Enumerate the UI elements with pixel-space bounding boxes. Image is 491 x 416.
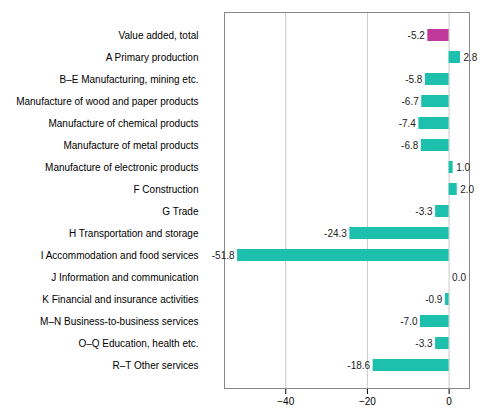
svg-text:-7.4: -7.4 <box>399 118 417 129</box>
svg-text:B–E Manufacturing, mining etc.: B–E Manufacturing, mining etc. <box>60 74 199 85</box>
svg-text:-6.8: -6.8 <box>401 140 419 151</box>
svg-text:Value added, total: Value added, total <box>119 30 199 41</box>
svg-text:2.0: 2.0 <box>460 184 474 195</box>
svg-text:G Trade: G Trade <box>162 206 199 217</box>
svg-text:-6.7: -6.7 <box>401 96 419 107</box>
svg-text:Manufacture of wood and paper: Manufacture of wood and paper products <box>16 96 198 107</box>
svg-text:-5.2: -5.2 <box>408 30 426 41</box>
svg-text:H Transportation and storage: H Transportation and storage <box>69 228 199 239</box>
svg-text:Manufacture of electronic prod: Manufacture of electronic products <box>45 162 198 173</box>
svg-text:−40: −40 <box>277 396 294 407</box>
svg-text:I Accommodation and food servi: I Accommodation and food services <box>41 250 199 261</box>
svg-text:M–N Business-to-business servi: M–N Business-to-business services <box>40 316 198 327</box>
svg-text:F Construction: F Construction <box>133 184 198 195</box>
svg-text:-24.3: -24.3 <box>324 228 347 239</box>
svg-text:2.8: 2.8 <box>464 52 478 63</box>
svg-text:-0.9: -0.9 <box>425 294 443 305</box>
svg-text:A Primary production: A Primary production <box>106 52 199 63</box>
svg-text:R–T Other services: R–T Other services <box>113 360 199 371</box>
svg-text:-5.8: -5.8 <box>405 74 423 85</box>
svg-text:0: 0 <box>446 396 452 407</box>
svg-text:Manufacture of chemical produc: Manufacture of chemical products <box>48 118 198 129</box>
svg-text:O–Q Education, health etc.: O–Q Education, health etc. <box>78 338 198 349</box>
svg-text:J Information and communicatio: J Information and communication <box>51 272 198 283</box>
svg-text:−20: −20 <box>359 396 376 407</box>
svg-text:-3.3: -3.3 <box>415 206 433 217</box>
svg-text:Manufacture of metal products: Manufacture of metal products <box>63 140 198 151</box>
svg-text:K Financial and insurance acti: K Financial and insurance activities <box>42 294 198 305</box>
svg-text:-51.8: -51.8 <box>212 250 235 261</box>
svg-text:-7.0: -7.0 <box>400 316 418 327</box>
svg-text:-3.3: -3.3 <box>415 338 433 349</box>
svg-text:0.0: 0.0 <box>452 272 466 283</box>
svg-text:-18.6: -18.6 <box>347 360 370 371</box>
svg-text:1.0: 1.0 <box>456 162 470 173</box>
